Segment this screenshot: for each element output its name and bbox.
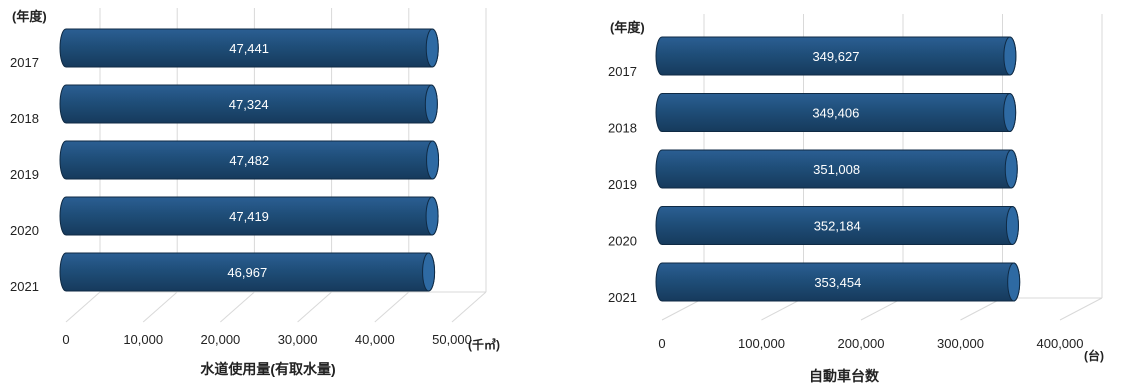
value-unit-label: (台) xyxy=(1084,348,1104,363)
category-axis-label: (年度) xyxy=(12,9,47,24)
water-usage-chart-svg: (年度) (千㎥) 水道使用量(有取水量) 0 10,000 20,000 30,00… xyxy=(10,8,500,377)
gridline-floor xyxy=(761,297,804,321)
gridline-floor xyxy=(65,291,101,323)
bar xyxy=(59,28,439,68)
bar-end-cap xyxy=(1003,36,1017,76)
bar-end-cap xyxy=(1005,206,1019,245)
gridline-floor xyxy=(374,291,410,323)
category-axis-label: (年度) xyxy=(610,20,645,35)
bar xyxy=(655,93,1017,132)
bar-value-label: 47,324 xyxy=(229,97,269,112)
gridline-floor xyxy=(661,297,705,321)
bar xyxy=(655,36,1017,76)
chart-title: 自動車台数 xyxy=(809,368,880,384)
bar-end-cap xyxy=(424,84,438,124)
x-tick-label: 300,000 xyxy=(937,336,984,351)
x-tick-label: 40,000 xyxy=(355,332,395,347)
bar-value-label: 352,184 xyxy=(814,219,861,234)
gridline-floor xyxy=(297,291,332,323)
bar xyxy=(59,84,438,124)
gridline-floor xyxy=(860,297,904,321)
bar-value-label: 47,419 xyxy=(229,209,269,224)
value-unit-label: (千㎥) xyxy=(468,337,500,352)
bar-value-label: 47,482 xyxy=(229,153,269,168)
gridline-floor xyxy=(142,291,178,323)
bar xyxy=(655,262,1021,302)
category-tick-label: 2021 xyxy=(608,290,637,305)
bar xyxy=(59,196,439,236)
x-tick-label: 0 xyxy=(62,332,69,347)
bar-end-cap xyxy=(426,140,440,180)
bar-value-label: 349,627 xyxy=(812,49,859,64)
x-tick-label: 10,000 xyxy=(123,332,163,347)
category-tick-label: 2019 xyxy=(10,167,39,182)
x-tick-label: 400,000 xyxy=(1037,336,1084,351)
bar-end-cap xyxy=(422,252,436,292)
x-tick-label: 0 xyxy=(658,336,665,351)
bar xyxy=(655,206,1019,245)
category-tick-label: 2018 xyxy=(608,121,637,136)
x-tick-label: 20,000 xyxy=(201,332,241,347)
gridline-floor xyxy=(451,291,487,323)
x-tick-label: 100,000 xyxy=(738,336,785,351)
bar-value-label: 351,008 xyxy=(813,162,860,177)
category-tick-label: 2019 xyxy=(608,177,637,192)
category-tick-label: 2017 xyxy=(10,55,39,70)
x-tick-label: 30,000 xyxy=(278,332,318,347)
gridline-floor xyxy=(1059,297,1103,321)
vehicle-count-chart: (年度) (台) 自動車台数 0 100,000 200,000 300,000 400… xyxy=(590,0,1127,387)
category-tick-label: 2017 xyxy=(608,64,637,79)
vehicle-count-chart-svg: (年度) (台) 自動車台数 0 100,000 200,000 300,000 400… xyxy=(608,14,1104,384)
bar-value-label: 349,406 xyxy=(812,106,859,121)
chart-title: 水道使用量(有取水量) xyxy=(200,361,335,377)
bar xyxy=(655,149,1018,189)
x-tick-label: 200,000 xyxy=(838,336,885,351)
category-tick-label: 2018 xyxy=(10,111,39,126)
category-tick-label: 2020 xyxy=(10,223,39,238)
bar-value-label: 47,441 xyxy=(229,41,269,56)
water-usage-chart: (年度) (千㎥) 水道使用量(有取水量) 0 10,000 20,000 30,00… xyxy=(0,0,560,387)
bar-end-cap xyxy=(425,196,439,236)
category-tick-label: 2020 xyxy=(608,234,637,249)
category-tick-label: 2021 xyxy=(10,279,39,294)
x-tick-label: 50,000 xyxy=(432,332,472,347)
bar xyxy=(59,140,440,180)
bar-value-label: 46,967 xyxy=(227,265,267,280)
bar xyxy=(59,252,436,292)
gridline-floor xyxy=(960,297,1003,321)
bar-end-cap xyxy=(1003,93,1017,132)
gridline-floor xyxy=(220,291,255,323)
bar-value-label: 353,454 xyxy=(814,275,861,290)
bar-end-cap xyxy=(1004,149,1018,189)
bar-end-cap xyxy=(425,28,439,68)
bar-end-cap xyxy=(1007,262,1021,302)
